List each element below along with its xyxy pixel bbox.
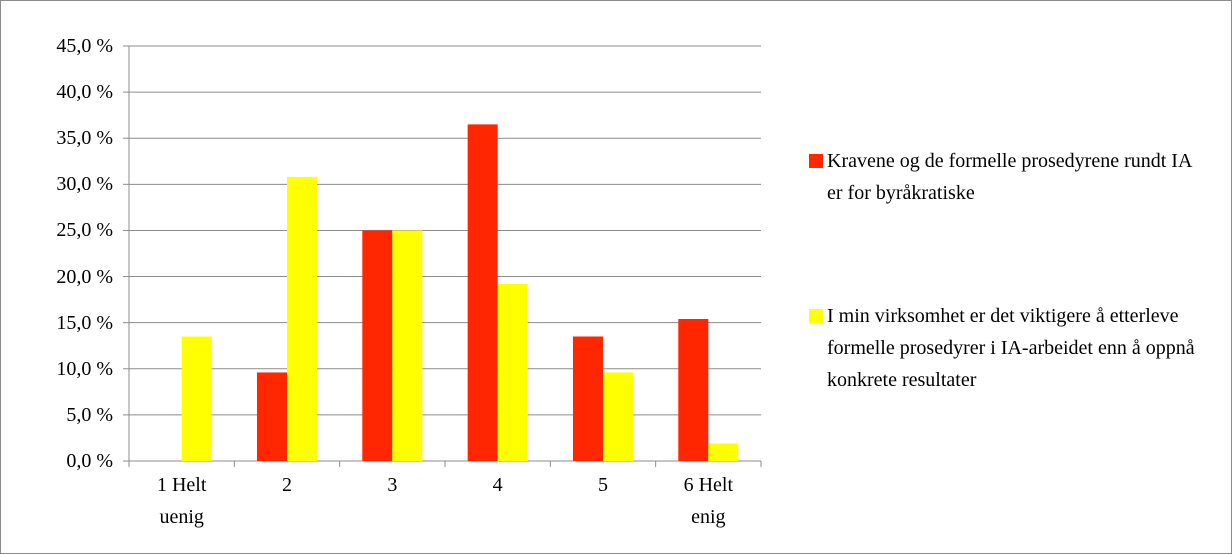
bar — [287, 176, 318, 461]
x-tick-label: 4 — [492, 474, 503, 496]
x-tick-label: 1 Helt uenig — [156, 474, 207, 528]
x-tick-label: 5 — [598, 474, 608, 496]
y-tick-label: 10,0 % — [56, 357, 113, 380]
y-tick-label: 40,0 % — [56, 81, 113, 104]
bar — [603, 372, 634, 461]
y-tick-label: 35,0 % — [56, 127, 113, 150]
y-tick-label: 25,0 % — [56, 219, 113, 242]
legend-label: Kravene og de formelle prosedyrene rundt… — [827, 150, 1192, 204]
bar — [467, 124, 498, 461]
bar — [708, 443, 739, 461]
x-tick-label: 6 Helt enig — [683, 474, 734, 528]
y-tick-label: 0,0 % — [66, 450, 113, 472]
bar — [678, 318, 709, 461]
legend-swatch — [809, 154, 823, 168]
bar — [256, 372, 287, 461]
legend-swatch — [809, 309, 823, 323]
y-tick-label: 45,0 % — [56, 35, 113, 57]
y-tick-label: 5,0 % — [66, 403, 113, 426]
y-tick-label: 30,0 % — [56, 173, 113, 196]
bar — [362, 230, 393, 461]
bar — [497, 283, 528, 461]
bar — [181, 336, 212, 461]
x-tick-label: 2 — [282, 474, 292, 496]
bar — [572, 336, 603, 461]
y-tick-label: 20,0 % — [56, 265, 113, 288]
y-tick-label: 15,0 % — [56, 311, 113, 334]
bar — [392, 230, 423, 461]
legend-label: I min virksomhet er det viktigere å ette… — [827, 305, 1195, 391]
x-tick-label: 3 — [387, 474, 398, 496]
